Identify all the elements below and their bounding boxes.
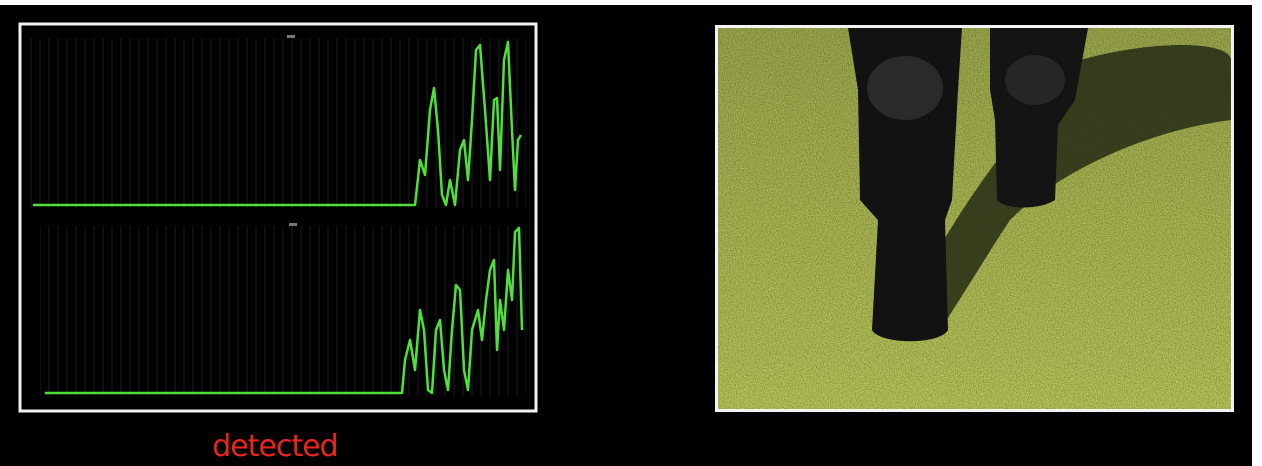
photo (718, 28, 1231, 409)
plot-marker (289, 223, 297, 226)
plot-marker (287, 35, 295, 38)
knee-pad (1005, 55, 1065, 105)
knee-pad (867, 56, 943, 120)
plot-grid (30, 38, 526, 208)
signal-wave (45, 226, 524, 395)
signal-wave (33, 40, 523, 207)
shadow (900, 45, 1231, 330)
status-label: detected (212, 429, 337, 464)
